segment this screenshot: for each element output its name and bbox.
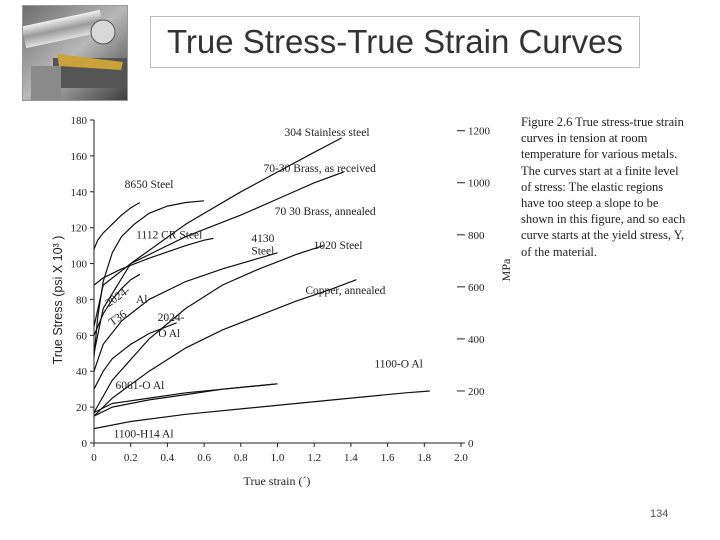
y2-tick-label: 200 bbox=[468, 386, 485, 398]
x-tick-label: 0.8 bbox=[234, 452, 248, 464]
series-line-304-stainless-steel bbox=[93, 137, 342, 354]
series-line-2024-o-al bbox=[93, 322, 177, 390]
y2-tick-label: 600 bbox=[468, 282, 485, 294]
x-tick-label: 1.0 bbox=[271, 452, 285, 464]
machine-photo bbox=[21, 5, 128, 101]
curve-label: 6061-O Al bbox=[115, 380, 164, 392]
x-tick-label: 0 bbox=[91, 452, 97, 464]
y-tick-label: 20 bbox=[76, 402, 88, 414]
curve-label: 1020 Steel bbox=[314, 240, 363, 252]
curve-label: 1100-H14 Al bbox=[114, 429, 174, 441]
curve-label: 70 30 Brass, annealed bbox=[275, 206, 376, 218]
chart-series bbox=[93, 137, 430, 430]
curve-label: 70-30 Brass, as received bbox=[264, 163, 377, 175]
y-tick-label: 40 bbox=[76, 366, 88, 378]
figure-caption: Figure 2.6 True stress-true strain curve… bbox=[521, 115, 686, 259]
x-tick-label: 1.6 bbox=[381, 452, 395, 464]
x-tick-label: 0.4 bbox=[161, 452, 175, 464]
curve-label: 4130 bbox=[251, 233, 274, 245]
series-line-copper-annealed bbox=[93, 279, 357, 417]
curve-label: 304 Stainless steel bbox=[285, 127, 370, 139]
curve-label: Steel bbox=[251, 246, 274, 258]
y-tick-label: 100 bbox=[71, 259, 88, 271]
curve-label: Al bbox=[136, 294, 148, 306]
x-tick-label: 0.2 bbox=[124, 452, 138, 464]
y2-tick-label: 800 bbox=[468, 230, 485, 242]
x-tick-label: 2.0 bbox=[454, 452, 468, 464]
x-tick-label: 1.8 bbox=[417, 452, 431, 464]
curve-label: 2024- bbox=[158, 312, 185, 324]
page-number: 134 bbox=[650, 508, 669, 520]
x-tick-label: 1.2 bbox=[307, 452, 321, 464]
curve-label: T36 bbox=[107, 308, 129, 329]
y2-tick-label: 1000 bbox=[468, 178, 491, 190]
y-tick-label: 140 bbox=[71, 187, 88, 199]
curve-label: O Al bbox=[158, 328, 180, 340]
curve-label: 1100-O Al bbox=[374, 359, 422, 371]
curve-label: 2024- bbox=[104, 284, 133, 309]
series-line-8650-steel bbox=[93, 201, 141, 250]
series-line-4130-steel bbox=[93, 200, 205, 357]
x-tick-label: 1.4 bbox=[344, 452, 358, 464]
series-line-70-30-brass-annealed bbox=[93, 245, 324, 413]
x-tick-label: 0.6 bbox=[197, 452, 211, 464]
series-line-1100-o-al bbox=[93, 390, 430, 430]
series-line-1100-h14-al bbox=[93, 383, 278, 414]
chart-annotations: 304 Stainless steel 70-30 Brass, as recei… bbox=[104, 127, 423, 440]
y2-tick-label: 400 bbox=[468, 334, 485, 346]
chart-ticks: 0 0.2 0.4 0.6 0.8 1.0 1.2 1.4 1.6 1.8 2.0020406080… bbox=[71, 115, 491, 464]
x-axis-label: True strain (´) bbox=[244, 474, 311, 488]
y-tick-label: 0 bbox=[82, 438, 88, 450]
y-tick-label: 60 bbox=[76, 330, 88, 342]
curve-label: 8650 Steel bbox=[125, 179, 174, 191]
y2-tick-label: 1200 bbox=[468, 126, 491, 138]
y-tick-label: 80 bbox=[76, 294, 88, 306]
series-line-2024-t36-al bbox=[93, 273, 141, 336]
slide-title: True Stress-True Strain Curves bbox=[150, 16, 640, 68]
curve-label: Copper, annealed bbox=[305, 285, 385, 297]
y-tick-label: 180 bbox=[71, 115, 88, 127]
y-tick-label: 120 bbox=[71, 223, 88, 235]
series-line-70-30-brass-as-received bbox=[93, 171, 344, 327]
y2-axis-label: MPa bbox=[499, 258, 513, 281]
series-line-1020-steel bbox=[93, 252, 278, 372]
y-axis-label: True Stress (psi X 10³ ) bbox=[51, 236, 65, 365]
y2-tick-label: 0 bbox=[468, 438, 474, 450]
y-tick-label: 160 bbox=[71, 151, 88, 163]
series-line-1112-cr-steel bbox=[93, 237, 214, 286]
curve-label: 1112 CR Steel bbox=[136, 229, 202, 241]
